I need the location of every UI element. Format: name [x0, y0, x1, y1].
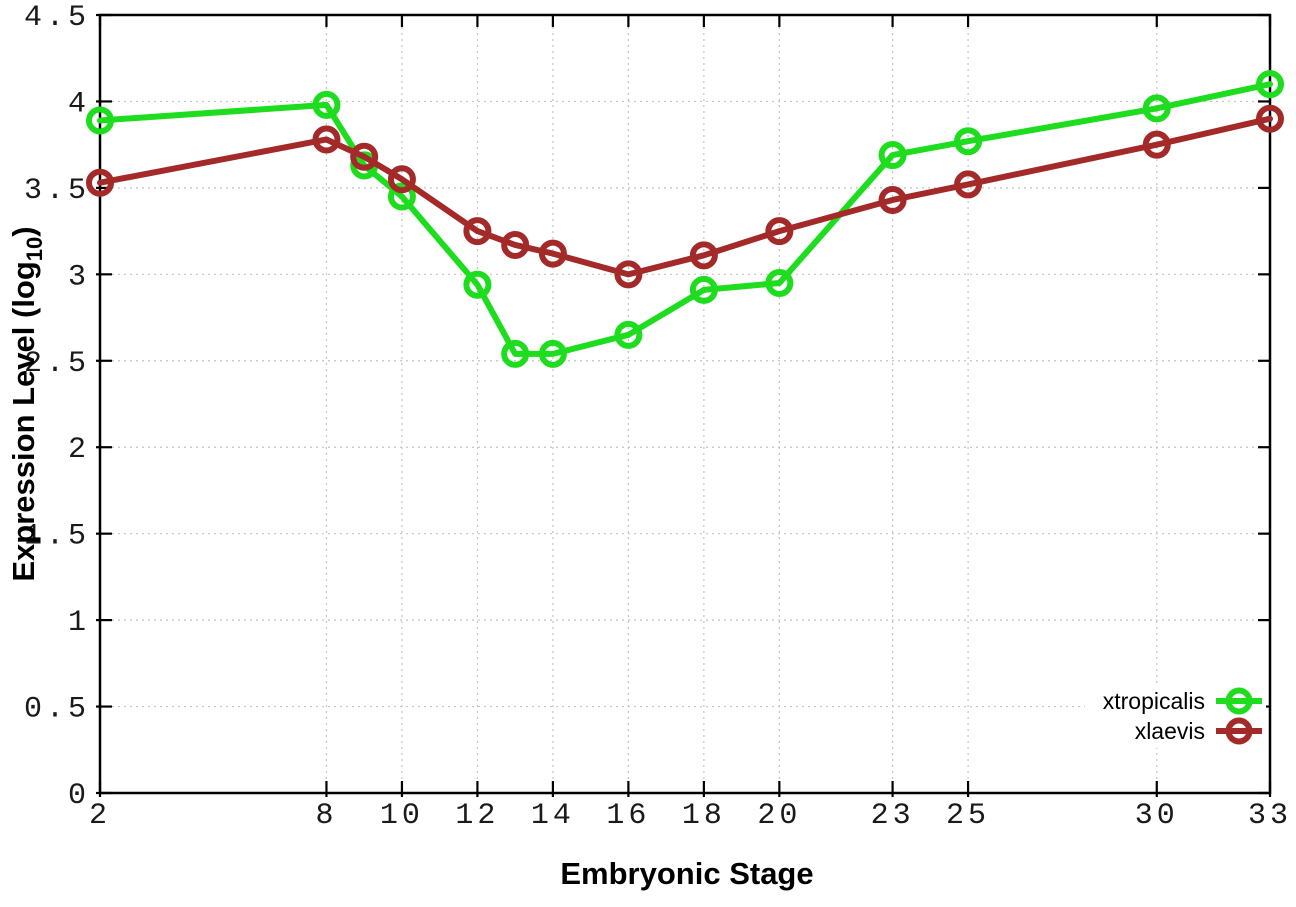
y-axis-title-main: Expression Level (log	[6, 261, 41, 581]
x-axis-title: Embryonic Stage	[560, 856, 813, 891]
series-xtropicalis-point	[501, 339, 530, 368]
y-tick-label: 0	[68, 779, 90, 813]
series-xlaevis-point	[538, 239, 567, 268]
x-tick-label: 18	[682, 799, 726, 833]
series-xlaevis-point	[954, 170, 983, 199]
series-xtropicalis-point	[765, 268, 794, 297]
series-xtropicalis-point	[1256, 70, 1284, 99]
x-tick-label: 12	[455, 799, 499, 833]
series-xtropicalis-line	[97, 81, 1273, 357]
y-tick-label: 1.5	[24, 520, 90, 554]
x-tick-label: 8	[315, 799, 337, 833]
legend-item-xtropicalis: xtropicalis	[1103, 686, 1264, 716]
series-xtropicalis-point	[463, 270, 492, 299]
series-xlaevis-point	[689, 241, 718, 270]
series-xtropicalis-point	[538, 339, 567, 368]
y-tick-label: 3.5	[24, 174, 90, 208]
legend-sample-xtropicalis-line-icon	[1216, 687, 1262, 715]
series-xlaevis-point	[463, 217, 492, 246]
y-axis-title-subscript: 10	[22, 237, 47, 261]
legend-label-xlaevis: xlaevis	[1134, 717, 1205, 744]
series-xtropicalis-point	[312, 90, 341, 119]
y-tick-label: 4.5	[24, 1, 90, 35]
series-xtropicalis-point	[614, 320, 643, 349]
legend-label-xtropicalis: xtropicalis	[1102, 687, 1205, 714]
series-xtropicalis-point	[689, 275, 718, 304]
x-tick-label: 2	[89, 799, 111, 833]
y-axis-title: Expression Level (log10)	[6, 226, 47, 581]
series-xlaevis-point	[312, 125, 341, 154]
series-xlaevis-point	[501, 230, 530, 259]
y-tick-label: 3	[68, 260, 90, 294]
legend-sample-xlaevis-line-icon	[1216, 717, 1262, 745]
y-tick-label: 0.5	[24, 693, 90, 727]
series-xlaevis-point	[86, 168, 114, 197]
x-tick-label: 16	[606, 799, 650, 833]
series-xtropicalis-point	[878, 141, 907, 170]
series-xtropicalis-point	[954, 127, 983, 156]
legend: xtropicalis xlaevis	[1084, 684, 1266, 748]
x-tick-label: 10	[380, 799, 424, 833]
series-xlaevis-point	[387, 165, 416, 194]
x-tick-label: 14	[531, 799, 575, 833]
y-axis-title-close: )	[6, 226, 41, 236]
x-tick-label: 25	[946, 799, 990, 833]
series-xlaevis-point	[1142, 130, 1171, 159]
series-xlaevis-point	[765, 217, 794, 246]
x-tick-label: 20	[757, 799, 801, 833]
y-tick-label: 1	[68, 606, 90, 640]
series-xtropicalis-point	[387, 182, 416, 211]
series-xlaevis-point	[878, 185, 907, 214]
series-xlaevis-line	[97, 115, 1273, 278]
y-tick-label: 4	[68, 87, 90, 121]
series-xtropicalis-point	[86, 106, 114, 135]
series-xlaevis-point	[350, 142, 379, 171]
series-xtropicalis-point	[1142, 94, 1171, 123]
series-xlaevis-point	[1256, 104, 1284, 133]
x-tick-label: 33	[1248, 799, 1292, 833]
x-tick-label: 30	[1135, 799, 1179, 833]
legend-item-xlaevis: xlaevis	[1135, 716, 1264, 746]
x-tick-label: 23	[871, 799, 915, 833]
plot-border	[98, 13, 1272, 795]
y-tick-label: 2	[68, 433, 90, 467]
y-tick-label: 2.5	[24, 347, 90, 381]
series-xlaevis-point	[614, 260, 643, 289]
